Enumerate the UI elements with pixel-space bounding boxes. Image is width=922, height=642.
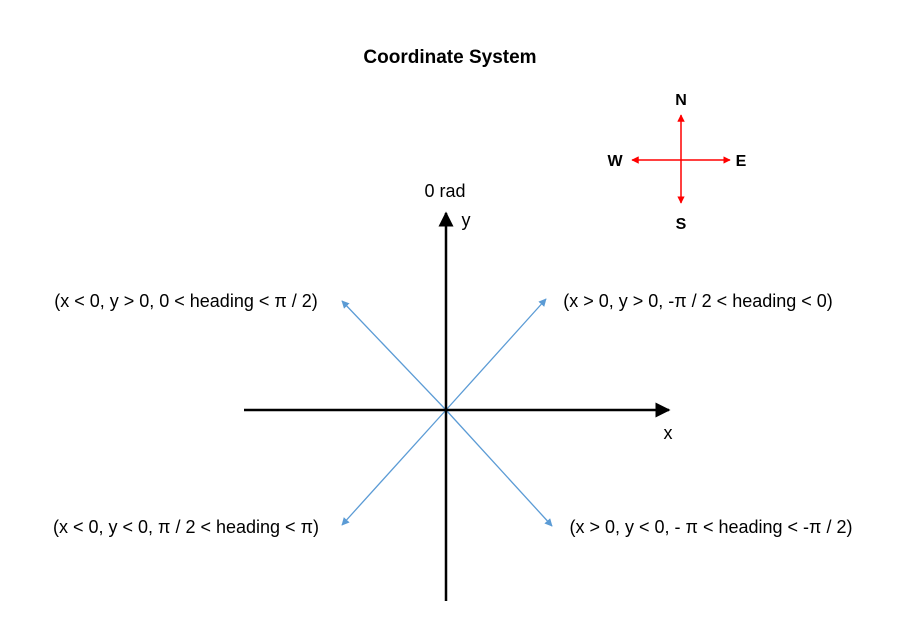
- heading-arrows: [341, 298, 553, 527]
- main-axes: [244, 211, 671, 601]
- x-axis-label: x: [664, 423, 673, 443]
- quadrant-label-upper-left: (x < 0, y > 0, 0 < heading < π / 2): [54, 291, 318, 311]
- compass-west-label: W: [607, 153, 623, 170]
- compass-rose: N S E W: [607, 92, 746, 233]
- quadrant-label-lower-right: (x > 0, y < 0, - π < heading < -π / 2): [570, 517, 853, 537]
- y-axis-label: y: [462, 210, 471, 230]
- heading-arrow-upper-right: [445, 298, 547, 411]
- heading-arrow-lower-right: [445, 409, 553, 527]
- compass-east-label: E: [736, 153, 747, 170]
- compass-north-label: N: [675, 92, 687, 109]
- quadrant-label-upper-right: (x > 0, y > 0, -π / 2 < heading < 0): [563, 291, 833, 311]
- compass-south-label: S: [676, 216, 687, 233]
- diagram-title: Coordinate System: [363, 47, 536, 68]
- heading-arrow-lower-left: [341, 409, 447, 526]
- heading-arrow-upper-left: [341, 300, 447, 411]
- quadrant-label-lower-left: (x < 0, y < 0, π / 2 < heading < π): [53, 517, 319, 537]
- zero-rad-label: 0 rad: [424, 181, 465, 201]
